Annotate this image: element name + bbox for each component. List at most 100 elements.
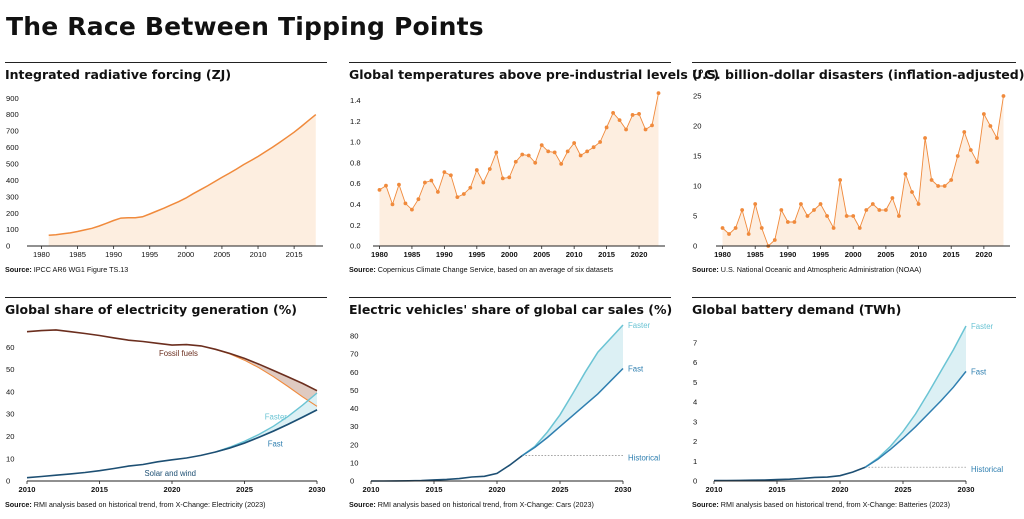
y-tick-label: 2 xyxy=(693,437,697,446)
y-tick-label: 70 xyxy=(350,350,358,359)
disasters-point xyxy=(805,214,810,218)
x-tick-label: 2015 xyxy=(943,250,961,259)
x-tick-label: 2020 xyxy=(631,250,648,259)
panel-ev-share: Electric vehicles' share of global car s… xyxy=(349,297,672,515)
x-tick-label: 2005 xyxy=(533,250,551,259)
x-tick-label: 2030 xyxy=(958,485,975,494)
source-note: Source: IPCC AR6 WG1 Figure TS.13 xyxy=(5,265,129,274)
temperature-point xyxy=(507,175,512,180)
y-tick-label: 100 xyxy=(6,225,19,234)
disasters-point xyxy=(759,226,764,230)
y-tick-label: 20 xyxy=(693,122,701,131)
fossil-faster-line xyxy=(215,348,318,407)
disasters-point xyxy=(812,208,816,212)
temperature-point xyxy=(578,153,583,158)
temperature-point xyxy=(585,149,590,154)
billion-dollar-disasters-chart: 1980 1985 1990 1995 2000 2005 2010 2015 20200510… xyxy=(693,92,1010,259)
x-tick-label: 1985 xyxy=(747,250,765,259)
disasters-point xyxy=(890,196,895,200)
temperature-point xyxy=(442,170,447,175)
panel-rule xyxy=(5,62,327,63)
disasters-point xyxy=(883,208,888,212)
disasters-point xyxy=(838,178,843,182)
disasters-point xyxy=(988,124,993,128)
temperature-point xyxy=(643,127,648,132)
temperature-point xyxy=(572,141,577,145)
temperature-point xyxy=(513,159,518,164)
disasters-point xyxy=(962,130,967,134)
y-tick-label: 0 xyxy=(350,477,354,486)
temperature-point xyxy=(650,123,654,128)
label-fossil-fuels: Fossil fuels xyxy=(159,349,198,358)
y-tick-label: 7 xyxy=(693,338,697,347)
battery-band xyxy=(865,326,966,468)
forcing-line xyxy=(48,114,317,237)
temperature-point xyxy=(598,140,603,144)
y-tick-label: 600 xyxy=(6,143,19,152)
y-tick-label: 400 xyxy=(6,176,19,185)
y-tick-label: 40 xyxy=(6,387,14,396)
disasters-point xyxy=(727,232,731,236)
x-tick-label: 2025 xyxy=(236,485,254,494)
panel-rule xyxy=(349,297,671,298)
panel-rule xyxy=(5,297,327,298)
label-solar-wind: Solar and wind xyxy=(144,469,196,478)
disasters-point xyxy=(825,214,829,218)
x-tick-label: 2025 xyxy=(895,485,913,494)
disasters-point xyxy=(733,226,738,230)
disasters-point xyxy=(844,214,849,218)
y-tick-label: 0.4 xyxy=(350,200,361,209)
temperature-point xyxy=(461,192,466,196)
solar-wind-line xyxy=(26,409,318,479)
y-tick-label: 5 xyxy=(693,378,697,387)
temperature-point xyxy=(468,185,473,190)
y-tick-label: 0.2 xyxy=(350,221,361,230)
disasters-point xyxy=(975,160,980,164)
temperature-point xyxy=(656,91,661,96)
temperature-point xyxy=(403,201,408,206)
y-tick-label: 200 xyxy=(6,209,19,218)
disasters-point xyxy=(740,208,745,212)
ev-faster-line xyxy=(521,324,624,457)
x-tick-label: 2010 xyxy=(250,250,267,259)
disasters-point xyxy=(857,226,862,230)
temperature-point xyxy=(559,161,564,166)
source-note: Source: RMI analysis based on historical… xyxy=(5,500,266,509)
disasters-point xyxy=(792,220,797,224)
temperature-point xyxy=(630,113,635,117)
temperature-point xyxy=(487,167,492,171)
x-tick-label: 2020 xyxy=(164,485,181,494)
panel-title: Integrated radiative forcing (ZJ) xyxy=(5,67,232,82)
y-tick-label: 10 xyxy=(693,182,701,191)
y-tick-label: 1.0 xyxy=(350,138,361,147)
y-tick-label: 5 xyxy=(693,212,697,221)
disasters-point xyxy=(981,112,986,116)
panel-battery-demand: Global battery demand (TWh) 2010 2015 2020… xyxy=(692,297,1016,515)
panel-title: Global temperatures above pre-industrial… xyxy=(349,67,719,82)
renewables-band xyxy=(215,393,317,452)
y-tick-label: 30 xyxy=(350,422,358,431)
disasters-point xyxy=(995,136,999,140)
x-tick-label: 1980 xyxy=(714,250,731,259)
x-tick-label: 2020 xyxy=(489,485,506,494)
temperature-point xyxy=(637,112,641,116)
y-tick-label: 60 xyxy=(6,343,14,352)
disasters-point xyxy=(929,178,934,182)
temperature-point xyxy=(416,197,421,202)
x-tick-label: 1995 xyxy=(812,250,830,259)
panel-electricity-share: Global share of electricity generation (… xyxy=(5,297,327,515)
x-tick-label: 2010 xyxy=(910,250,927,259)
temperature-point xyxy=(481,180,486,185)
x-tick-label: 2000 xyxy=(177,250,194,259)
y-tick-label: 80 xyxy=(350,331,358,340)
panel-title: U.S. billion-dollar disasters (inflation… xyxy=(692,67,1024,82)
disasters-point xyxy=(968,148,973,152)
y-tick-label: 1.2 xyxy=(350,117,361,126)
label-historical: Historical xyxy=(628,454,660,463)
x-tick-label: 2020 xyxy=(832,485,849,494)
x-tick-label: 1990 xyxy=(105,250,122,259)
x-tick-label: 2015 xyxy=(91,485,109,494)
x-tick-label: 1980 xyxy=(33,250,50,259)
label-faster: Faster xyxy=(971,322,993,331)
y-tick-label: 10 xyxy=(6,454,14,463)
